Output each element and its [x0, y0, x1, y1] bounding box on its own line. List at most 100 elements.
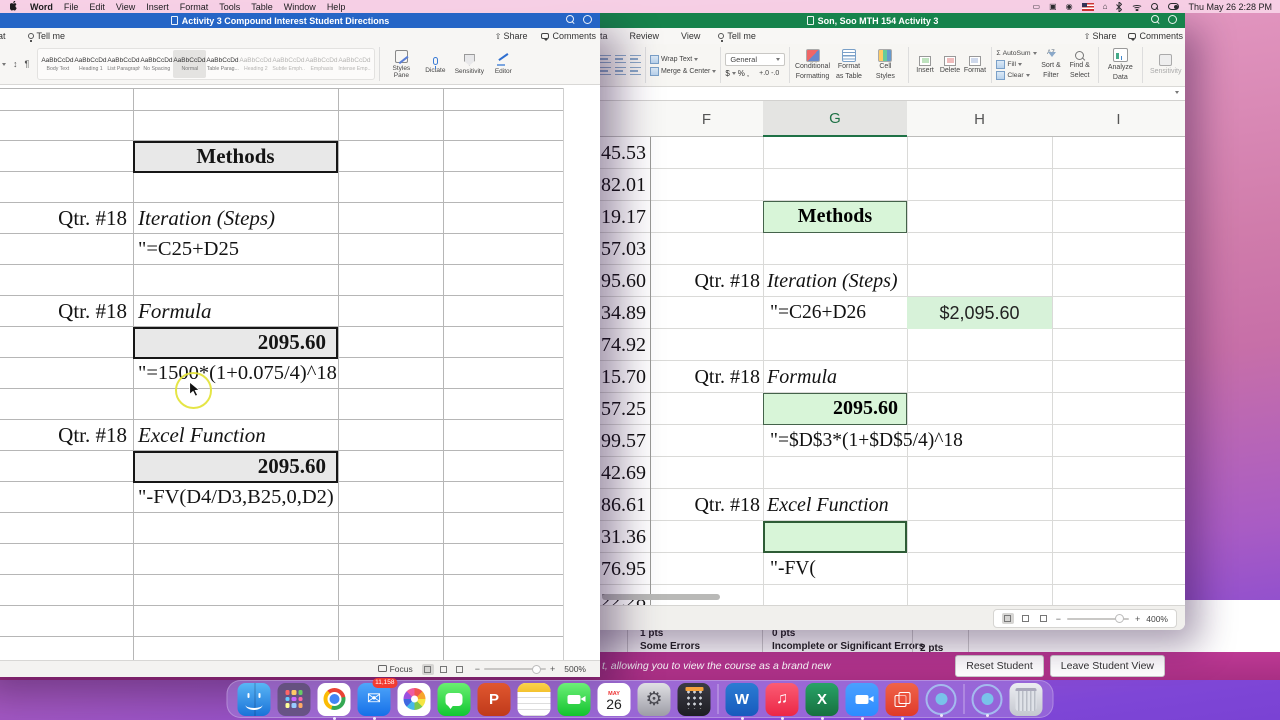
zoom-slider[interactable]: [483, 664, 546, 674]
search-icon[interactable]: [1151, 15, 1160, 24]
zoom-slider[interactable]: [1066, 614, 1129, 623]
qtr-label-cell[interactable]: Qtr. #18: [694, 366, 760, 388]
formula-text[interactable]: "=1500*(1+0.075/4)^18: [138, 362, 337, 384]
style-chip[interactable]: AaBbCcDdEeBody Text: [41, 56, 74, 72]
cell-value[interactable]: 45.53: [601, 142, 646, 164]
column-header-g[interactable]: G: [763, 101, 907, 137]
sort-filter-button[interactable]: AZ Sort & Filter: [1041, 49, 1061, 79]
menu-app-name[interactable]: Word: [30, 1, 53, 12]
find-select-button[interactable]: Find & Select: [1065, 50, 1094, 80]
fill-button[interactable]: Fill: [996, 59, 1036, 69]
format-as-table-button[interactable]: Format as Table: [831, 48, 867, 81]
dock-icon-notes[interactable]: [517, 682, 551, 716]
column-header-f[interactable]: F: [701, 110, 712, 128]
tab-review[interactable]: Review: [629, 31, 660, 41]
zoom-in-button[interactable]: +: [1134, 613, 1141, 624]
insert-cells-button[interactable]: Insert: [913, 55, 938, 74]
qtr-label[interactable]: Qtr. #18: [58, 423, 127, 447]
dock-icon-powerpoint[interactable]: P: [477, 682, 511, 716]
share-button[interactable]: ⇧ Share: [494, 31, 528, 41]
method-name-cell[interactable]: Formula: [767, 366, 837, 388]
cell-value[interactable]: 42.69: [601, 462, 646, 484]
excel-sheet[interactable]: F G H I 45.53 82.01 19.17 57.03 95.60 34…: [560, 101, 1185, 605]
autosum-button[interactable]: Σ AutoSum: [996, 50, 1037, 57]
page-break-view-icon[interactable]: [1038, 613, 1050, 624]
cell-value[interactable]: 99.57: [601, 430, 646, 452]
column-header-i[interactable]: I: [1116, 110, 1121, 128]
tab-view[interactable]: View: [681, 31, 701, 41]
dock-icon-screen-share[interactable]: [885, 682, 919, 716]
account-icon[interactable]: [583, 15, 592, 24]
airplay-status-icon[interactable]: ⌂: [1102, 2, 1108, 11]
menu-view[interactable]: View: [115, 1, 136, 12]
cell-value[interactable]: 19.17: [601, 206, 646, 228]
zoom-level[interactable]: 400%: [1146, 613, 1168, 624]
cell-value[interactable]: 57.03: [601, 238, 646, 260]
zoom-out-button[interactable]: −: [1055, 613, 1061, 624]
menu-tools[interactable]: Tools: [219, 1, 241, 12]
reset-student-button[interactable]: Reset Student: [955, 655, 1044, 677]
focus-toggle[interactable]: Focus: [377, 664, 413, 674]
qtr-label-cell[interactable]: Qtr. #18: [694, 270, 760, 292]
outline-view-icon[interactable]: [454, 664, 466, 675]
analyze-data-button[interactable]: Analyze Data: [1103, 48, 1138, 81]
cell-value[interactable]: 82.01: [601, 174, 646, 196]
record-status-icon[interactable]: ◉: [1065, 2, 1073, 11]
zoom-slider-thumb[interactable]: [1114, 614, 1124, 623]
tell-me-control[interactable]: Tell me: [718, 31, 756, 42]
cell-value[interactable]: 74.92: [601, 334, 646, 356]
dictate-button[interactable]: Dictate: [418, 55, 452, 74]
tell-me-control[interactable]: Tell me: [27, 31, 65, 42]
print-layout-view-icon[interactable]: [421, 663, 434, 675]
iteration-result-cell[interactable]: $2,095.60: [907, 297, 1052, 329]
method-name[interactable]: Iteration (Steps): [138, 206, 276, 230]
dock-icon-facetime[interactable]: [557, 682, 591, 716]
increase-decimal-button[interactable]: +.0: [759, 69, 770, 77]
dock-icon-calendar[interactable]: MAY 26: [597, 682, 631, 716]
formula-result-cell[interactable]: 2095.60: [133, 327, 338, 359]
methods-header-cell[interactable]: Methods: [763, 201, 907, 233]
column-header-h[interactable]: H: [974, 110, 985, 128]
search-icon[interactable]: [566, 15, 575, 24]
cell-value[interactable]: 86.61: [601, 494, 646, 516]
dock-icon-finder[interactable]: [237, 682, 271, 716]
comments-button[interactable]: Comments: [541, 31, 596, 41]
qtr-label[interactable]: Qtr. #18: [58, 299, 127, 323]
dock-icon-excel[interactable]: X: [805, 682, 839, 716]
formula-text-cell[interactable]: "-FV(: [770, 558, 816, 579]
sensitivity-button[interactable]: Sensitivity: [1147, 54, 1185, 76]
editor-button[interactable]: Editor: [486, 54, 520, 75]
menu-table[interactable]: Table: [251, 1, 273, 12]
style-chip[interactable]: AaBbCcDdEeTable Parag...: [206, 56, 239, 72]
menu-insert[interactable]: Insert: [146, 1, 169, 12]
dock-icon-screen-recording[interactable]: [925, 683, 957, 715]
method-name[interactable]: Formula: [138, 299, 212, 323]
zoom-slider-thumb[interactable]: [531, 664, 541, 674]
formula-result-cell[interactable]: 2095.60: [763, 393, 907, 425]
formula-bar[interactable]: [560, 87, 1185, 101]
method-name-cell[interactable]: Iteration (Steps): [767, 270, 898, 292]
methods-header-cell[interactable]: Methods: [133, 141, 338, 173]
decrease-decimal-button[interactable]: -.0: [771, 69, 780, 77]
collapse-icon[interactable]: [1175, 91, 1179, 94]
apple-menu-icon[interactable]: [10, 1, 19, 12]
style-chip[interactable]: AaBbCcDdEeIntense Emp...: [338, 56, 372, 72]
number-format-select[interactable]: General: [725, 52, 786, 66]
menu-file[interactable]: File: [63, 1, 79, 12]
cell-value[interactable]: 31.36: [601, 526, 646, 548]
formula-text-cell[interactable]: "=C26+D26: [770, 302, 867, 323]
selected-empty-cell[interactable]: [763, 521, 907, 553]
cell-value[interactable]: 34.89: [601, 302, 646, 324]
excel-title-bar[interactable]: Son, Soo MTH 154 Activity 3: [560, 13, 1185, 28]
tab-partial[interactable]: at: [0, 31, 6, 41]
styles-pane-button[interactable]: Styles Pane: [384, 49, 418, 79]
cell-value[interactable]: 15.70: [601, 366, 646, 388]
sensitivity-button[interactable]: Sensitivity: [452, 53, 486, 75]
web-layout-view-icon[interactable]: [438, 664, 450, 675]
dock-icon-calculator[interactable]: [677, 682, 711, 716]
menu-edit[interactable]: Edit: [89, 1, 105, 12]
dock-icon-messages[interactable]: [437, 682, 471, 716]
tab-data-partial[interactable]: ta: [600, 31, 608, 41]
conditional-formatting-button[interactable]: Conditional Formatting: [794, 48, 830, 81]
formula-text[interactable]: "-FV(D4/D3,B25,0,D2): [138, 486, 334, 508]
